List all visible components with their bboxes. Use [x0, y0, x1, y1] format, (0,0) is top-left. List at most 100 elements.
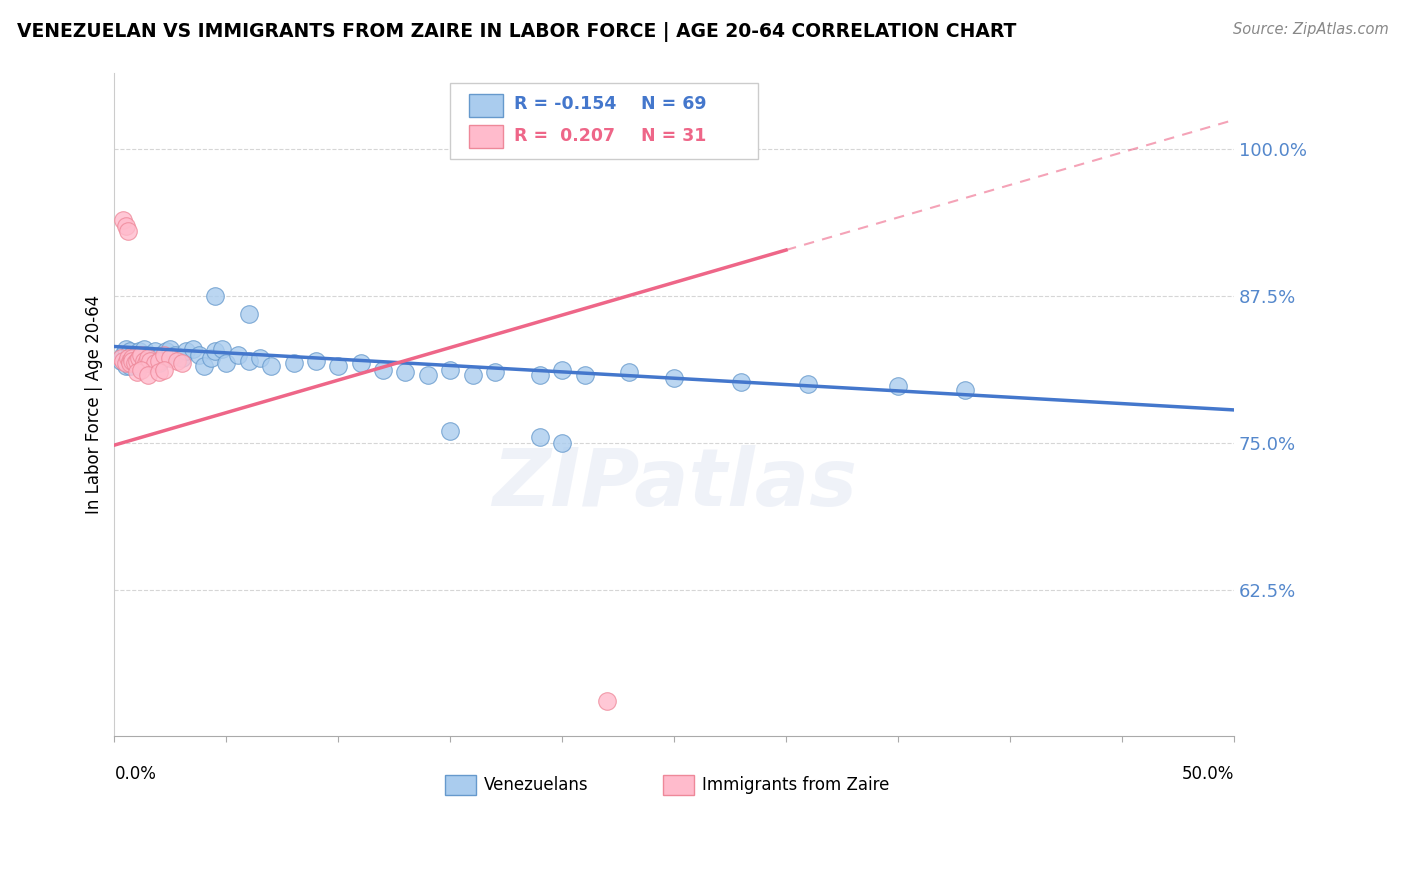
- Point: [129, 348, 152, 362]
- Point: [135, 356, 157, 370]
- Point: [128, 351, 150, 366]
- Point: [114, 359, 136, 374]
- Point: [226, 348, 249, 362]
- Point: [215, 356, 238, 370]
- Bar: [444, 775, 477, 795]
- Point: [211, 342, 233, 356]
- Point: [163, 348, 186, 362]
- Point: [128, 344, 150, 359]
- Point: [148, 356, 170, 370]
- Point: [136, 351, 159, 366]
- Point: [117, 356, 139, 370]
- Point: [416, 368, 439, 382]
- Point: [484, 365, 506, 379]
- Point: [551, 435, 574, 450]
- Point: [551, 363, 574, 377]
- Point: [120, 353, 142, 368]
- Point: [200, 351, 222, 366]
- Point: [574, 368, 596, 382]
- Point: [112, 353, 135, 368]
- Point: [181, 342, 204, 356]
- Point: [124, 356, 146, 370]
- Point: [112, 348, 135, 362]
- Point: [139, 353, 162, 368]
- Point: [125, 365, 148, 379]
- Point: [596, 694, 619, 708]
- Point: [117, 351, 139, 366]
- Point: [188, 348, 211, 362]
- Point: [238, 353, 260, 368]
- Point: [143, 356, 166, 370]
- Point: [110, 353, 132, 368]
- Point: [125, 353, 148, 368]
- Point: [150, 348, 173, 362]
- Point: [439, 424, 461, 438]
- Point: [204, 344, 226, 359]
- Point: [129, 351, 152, 366]
- Point: [350, 356, 373, 370]
- Point: [529, 368, 551, 382]
- Point: [121, 353, 143, 368]
- Point: [193, 359, 215, 374]
- Point: [797, 377, 820, 392]
- Point: [174, 344, 197, 359]
- Point: [155, 344, 177, 359]
- Point: [132, 353, 155, 368]
- Text: R = -0.154: R = -0.154: [515, 95, 616, 113]
- Point: [461, 368, 484, 382]
- Point: [124, 356, 146, 370]
- Point: [619, 365, 641, 379]
- Point: [953, 383, 976, 397]
- Text: R =  0.207: R = 0.207: [515, 127, 614, 145]
- FancyBboxPatch shape: [450, 83, 758, 159]
- Point: [204, 289, 226, 303]
- Point: [170, 356, 193, 370]
- Point: [238, 307, 260, 321]
- Bar: [662, 775, 695, 795]
- Point: [117, 351, 139, 366]
- Text: N = 69: N = 69: [641, 95, 706, 113]
- Point: [662, 371, 685, 385]
- Point: [143, 344, 166, 359]
- Point: [129, 363, 152, 377]
- Point: [117, 224, 139, 238]
- Point: [120, 359, 142, 374]
- Point: [439, 363, 461, 377]
- Point: [120, 344, 142, 359]
- Point: [124, 351, 146, 366]
- Point: [132, 353, 155, 368]
- Point: [141, 353, 163, 368]
- Text: Source: ZipAtlas.com: Source: ZipAtlas.com: [1233, 22, 1389, 37]
- Point: [159, 342, 181, 356]
- Point: [132, 342, 155, 356]
- Point: [136, 356, 159, 370]
- Point: [136, 368, 159, 382]
- Point: [136, 351, 159, 366]
- Point: [159, 351, 181, 366]
- Bar: [470, 95, 503, 118]
- Point: [125, 353, 148, 368]
- Text: N = 31: N = 31: [641, 127, 706, 145]
- Point: [135, 348, 157, 362]
- Point: [152, 351, 174, 366]
- Point: [146, 351, 169, 366]
- Point: [328, 359, 350, 374]
- Point: [305, 353, 328, 368]
- Text: 0.0%: 0.0%: [114, 765, 156, 783]
- Point: [152, 348, 174, 362]
- Text: ZIPatlas: ZIPatlas: [492, 445, 856, 524]
- Point: [148, 365, 170, 379]
- Point: [112, 212, 135, 227]
- Point: [121, 353, 143, 368]
- Point: [125, 348, 148, 362]
- Point: [170, 351, 193, 366]
- Point: [529, 430, 551, 444]
- Point: [166, 353, 188, 368]
- Point: [139, 348, 162, 362]
- Point: [394, 365, 416, 379]
- Point: [121, 351, 143, 366]
- Text: Venezuelans: Venezuelans: [484, 776, 589, 794]
- Point: [283, 356, 305, 370]
- Point: [114, 342, 136, 356]
- Y-axis label: In Labor Force | Age 20-64: In Labor Force | Age 20-64: [86, 295, 103, 514]
